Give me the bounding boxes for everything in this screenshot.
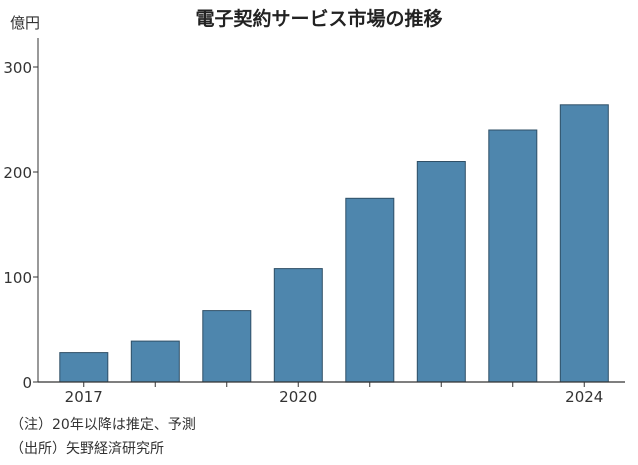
y-tick-label-300: 300 [3, 59, 32, 77]
footnote-source: （出所）矢野経済研究所 [10, 441, 164, 457]
bar-2021 [345, 197, 395, 383]
bar-2018 [130, 340, 180, 383]
footnote-estimate: （注）20年以降は推定、予測 [10, 417, 196, 433]
bar-2022 [416, 161, 466, 383]
bar-2017 [59, 352, 109, 383]
bar-2023 [488, 129, 538, 383]
y-tick-label-100: 100 [3, 269, 32, 287]
y-tick-label-0: 0 [22, 374, 32, 392]
x-tick-label-2017: 2017 [65, 388, 103, 406]
x-tick-label-2020: 2020 [279, 388, 317, 406]
x-tick-label-2024: 2024 [565, 388, 603, 406]
bar-2019 [202, 310, 252, 383]
chart-title: 電子契約サービス市場の推移 [195, 8, 443, 30]
y-axis-unit-label: 億円 [10, 14, 41, 32]
y-tick-label-200: 200 [3, 164, 32, 182]
bar-2020 [273, 268, 323, 383]
bar-2024 [559, 104, 609, 383]
